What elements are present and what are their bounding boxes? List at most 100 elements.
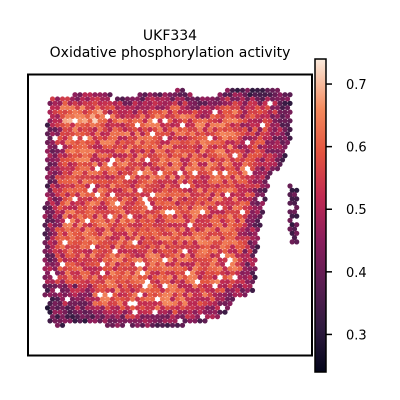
spot — [244, 105, 251, 111]
spot — [52, 109, 58, 115]
spot — [82, 274, 88, 280]
spot — [87, 153, 93, 159]
spot — [144, 192, 151, 198]
spot — [44, 287, 51, 293]
spot — [174, 261, 181, 267]
spot — [177, 92, 183, 98]
spot — [167, 118, 173, 124]
spot — [174, 235, 181, 241]
spot — [162, 309, 168, 315]
spot — [109, 322, 116, 328]
spot — [54, 226, 61, 233]
spot — [192, 292, 198, 298]
spot — [129, 200, 136, 206]
spot — [79, 166, 86, 172]
spot — [212, 309, 218, 315]
spot — [77, 248, 83, 254]
spot — [44, 157, 51, 163]
spot — [87, 170, 93, 176]
spot — [104, 235, 111, 241]
spot — [227, 292, 233, 298]
spot — [214, 218, 221, 224]
spot — [204, 200, 211, 206]
spot — [124, 122, 131, 128]
spot — [184, 131, 191, 137]
spot — [87, 283, 93, 289]
spot — [207, 309, 213, 315]
spot — [69, 226, 76, 233]
spot — [139, 296, 146, 302]
spot — [162, 205, 168, 211]
spot — [67, 300, 73, 307]
spot — [122, 266, 128, 272]
spot — [87, 135, 93, 141]
spot — [264, 174, 271, 180]
spot — [64, 235, 71, 241]
spot — [259, 183, 266, 189]
spot — [202, 274, 208, 280]
spot — [147, 196, 153, 202]
spot — [214, 200, 221, 206]
spot — [84, 131, 91, 137]
spot — [54, 183, 61, 189]
spot — [167, 213, 173, 220]
spot — [137, 144, 143, 150]
spot — [84, 200, 91, 206]
spot — [222, 205, 228, 211]
spot — [264, 139, 271, 146]
spot — [47, 109, 53, 115]
spot — [119, 200, 126, 206]
spot — [199, 157, 206, 163]
spot — [187, 135, 193, 141]
spot — [109, 314, 116, 320]
spot — [192, 318, 198, 324]
spot — [122, 170, 128, 176]
spot — [239, 183, 246, 189]
spot — [242, 179, 248, 185]
spot — [139, 131, 146, 137]
spot — [217, 248, 223, 254]
spot — [104, 200, 111, 206]
spot — [102, 309, 108, 315]
spot — [224, 148, 231, 154]
spot — [169, 279, 176, 285]
spot — [154, 270, 161, 276]
spot — [92, 109, 98, 115]
spot — [134, 314, 141, 320]
spot — [142, 118, 148, 124]
spot — [119, 261, 126, 267]
spot — [172, 257, 178, 263]
spot — [129, 183, 136, 189]
spot — [222, 292, 228, 298]
spot — [114, 174, 121, 180]
spot — [177, 100, 183, 106]
spot — [129, 122, 136, 128]
spot — [187, 213, 193, 220]
spot — [62, 318, 68, 324]
spot — [149, 166, 156, 172]
spot — [97, 213, 103, 220]
spot — [54, 209, 61, 215]
spot — [202, 196, 208, 202]
spot — [134, 226, 141, 233]
spot — [197, 248, 203, 254]
spot — [182, 213, 188, 220]
spot — [219, 218, 226, 224]
spot — [234, 218, 241, 224]
spot — [224, 200, 231, 206]
spot — [199, 226, 206, 233]
spot — [222, 161, 228, 167]
spot — [114, 96, 121, 102]
spot — [49, 166, 56, 172]
spot — [202, 100, 208, 106]
spot — [217, 126, 223, 133]
spot — [194, 270, 201, 276]
spot — [189, 244, 196, 250]
spot — [217, 266, 223, 272]
spot — [72, 100, 78, 106]
spot — [167, 170, 173, 176]
spot — [174, 218, 181, 224]
spot — [109, 105, 116, 111]
spot — [187, 170, 193, 176]
spot — [174, 131, 181, 137]
